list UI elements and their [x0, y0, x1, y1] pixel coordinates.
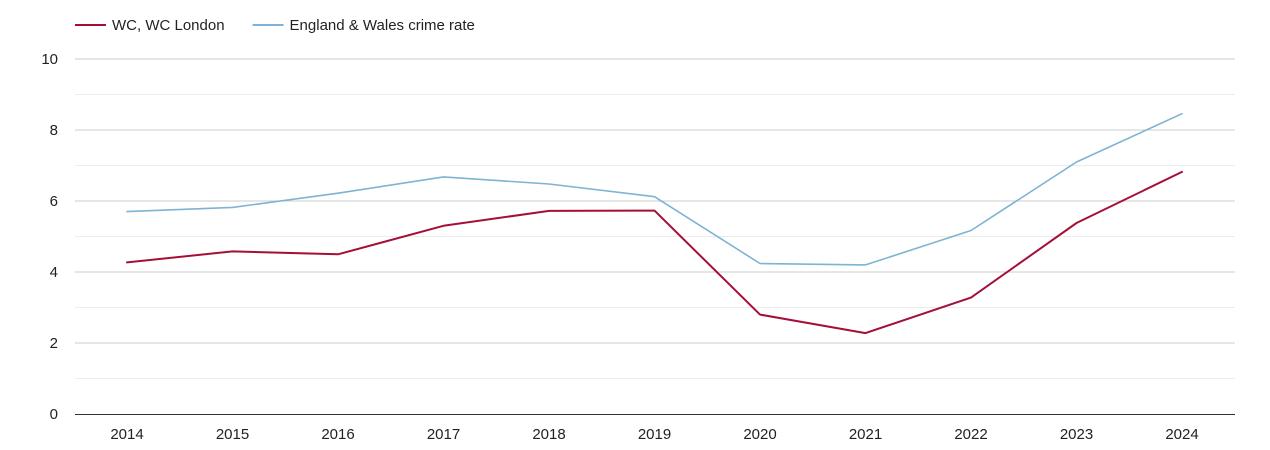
- data-point-england-wales-crime-rate: [969, 228, 973, 232]
- data-point-wc-wc-london: [125, 260, 129, 264]
- x-tick-label: 2023: [1060, 426, 1093, 443]
- x-tick-label: 2015: [216, 426, 249, 443]
- y-axis: 0 2 4 6 8 10: [41, 51, 58, 423]
- data-point-wc-wc-london: [231, 249, 235, 253]
- y-tick-label: 0: [50, 406, 58, 423]
- series-line-england-wales-crime-rate: [126, 112, 1183, 266]
- data-point-england-wales-crime-rate: [1075, 160, 1079, 164]
- grid-lines: [75, 58, 1235, 379]
- data-point-england-wales-crime-rate: [336, 191, 340, 195]
- data-point-wc-wc-london: [1075, 221, 1079, 225]
- x-axis: 2014 2015 2016 2017 2018 2019 2020 2021 2022 2023…: [75, 414, 1235, 443]
- data-point-england-wales-crime-rate: [547, 182, 551, 186]
- x-tick-label: 2024: [1165, 426, 1198, 443]
- x-tick-label: 2018: [532, 426, 565, 443]
- data-point-wc-wc-london: [864, 331, 868, 335]
- data-point-wc-wc-london: [336, 252, 340, 256]
- x-tick-label: 2021: [849, 426, 882, 443]
- data-point-wc-wc-london: [758, 313, 762, 317]
- y-tick-label: 4: [50, 264, 58, 281]
- x-tick-label: 2019: [638, 426, 671, 443]
- y-tick-label: 8: [50, 122, 58, 139]
- data-point-england-wales-crime-rate: [653, 195, 657, 199]
- data-point-wc-wc-london: [969, 296, 973, 300]
- data-point-wc-wc-london: [1180, 170, 1184, 174]
- y-tick-label: 6: [50, 193, 58, 210]
- data-point-england-wales-crime-rate: [864, 263, 868, 267]
- x-tick-label: 2017: [427, 426, 460, 443]
- series-line-wc-wc-london: [126, 170, 1183, 335]
- series-lines: [125, 112, 1184, 335]
- x-tick-label: 2020: [743, 426, 776, 443]
- x-tick-label: 2016: [321, 426, 354, 443]
- legend-label-wc-wc-london: WC, WC London: [112, 17, 225, 34]
- x-tick-label: 2022: [954, 426, 987, 443]
- data-point-wc-wc-london: [653, 209, 657, 213]
- data-point-wc-wc-london: [442, 224, 446, 228]
- y-tick-label: 2: [50, 335, 58, 352]
- data-point-england-wales-crime-rate: [125, 210, 129, 214]
- data-point-england-wales-crime-rate: [442, 175, 446, 179]
- legend: WC, WC London England & Wales crime rate: [75, 17, 475, 34]
- data-point-england-wales-crime-rate: [231, 205, 235, 209]
- legend-label-england-wales-crime-rate: England & Wales crime rate: [290, 17, 475, 34]
- data-point-wc-wc-london: [547, 209, 551, 213]
- data-point-england-wales-crime-rate: [1180, 112, 1184, 116]
- data-point-england-wales-crime-rate: [758, 261, 762, 265]
- y-tick-label: 10: [41, 51, 58, 68]
- x-tick-label: 2014: [110, 426, 143, 443]
